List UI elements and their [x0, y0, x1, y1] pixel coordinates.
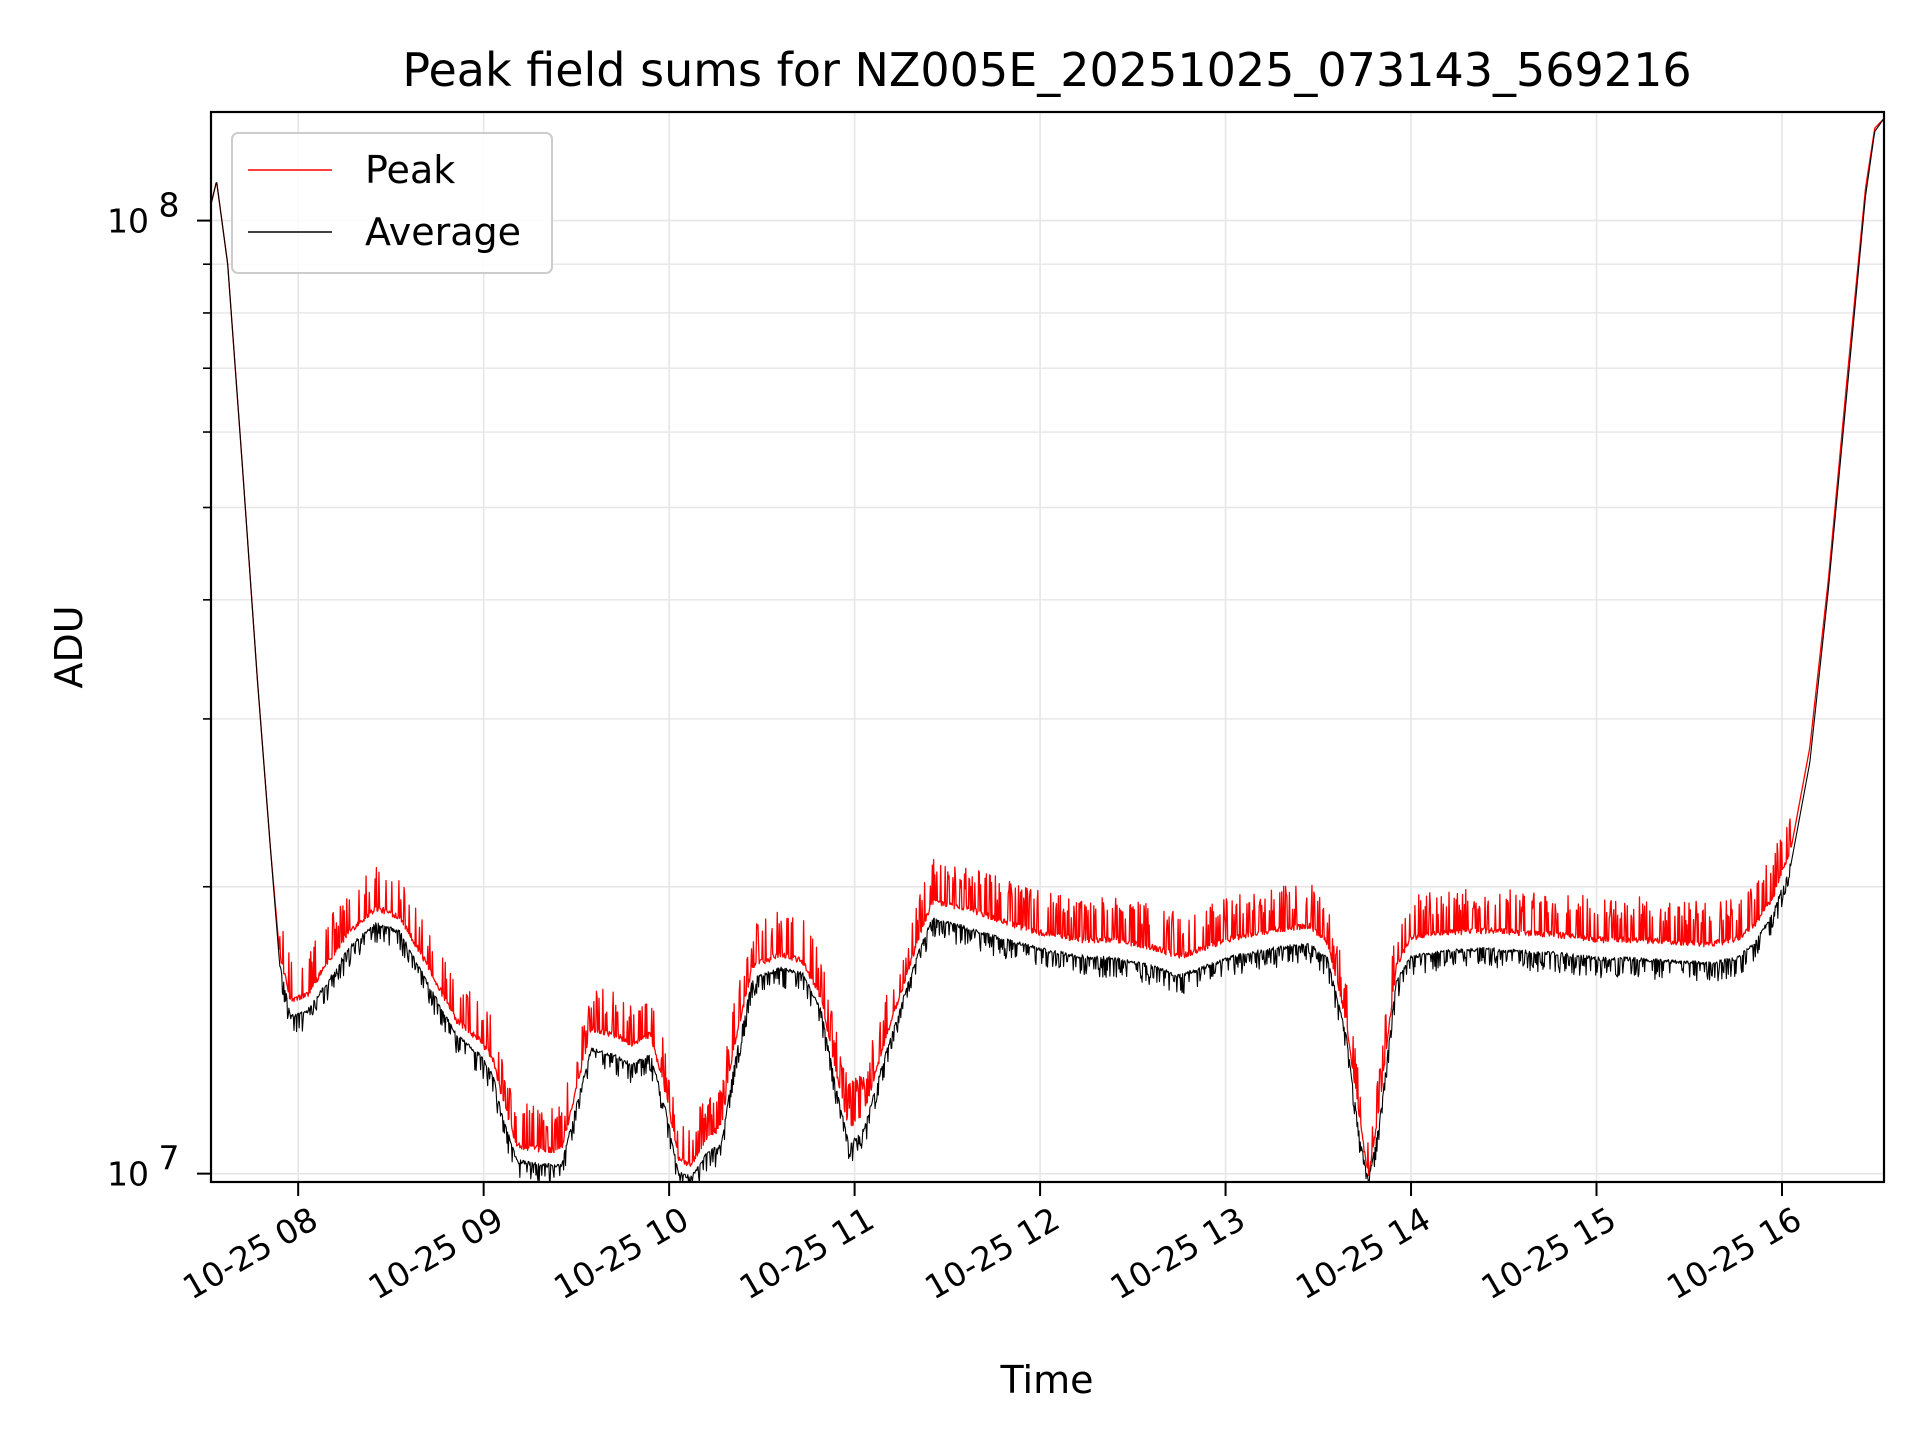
y-tick-label: 10: [107, 202, 149, 241]
series-line-average: [210, 118, 1885, 1183]
legend: Peak Average: [231, 132, 553, 274]
legend-label-peak: Peak: [365, 148, 455, 192]
y-axis: 10 7 10 8: [107, 186, 211, 1194]
series-layer: [210, 117, 1885, 1183]
y-tick-label: 10: [107, 1155, 149, 1194]
legend-box: [231, 132, 553, 274]
y-tick-exponent: 7: [159, 1139, 180, 1178]
chart-title: Peak field sums for NZ005E_20251025_0731…: [402, 43, 1691, 97]
legend-label-average: Average: [365, 210, 521, 254]
y-axis-label: ADU: [47, 605, 91, 688]
plot-frame: [209, 110, 1886, 1184]
series-line-peak: [210, 117, 1885, 1177]
y-tick-exponent: 8: [159, 186, 180, 225]
x-axis-label: Time: [1000, 1358, 1094, 1402]
